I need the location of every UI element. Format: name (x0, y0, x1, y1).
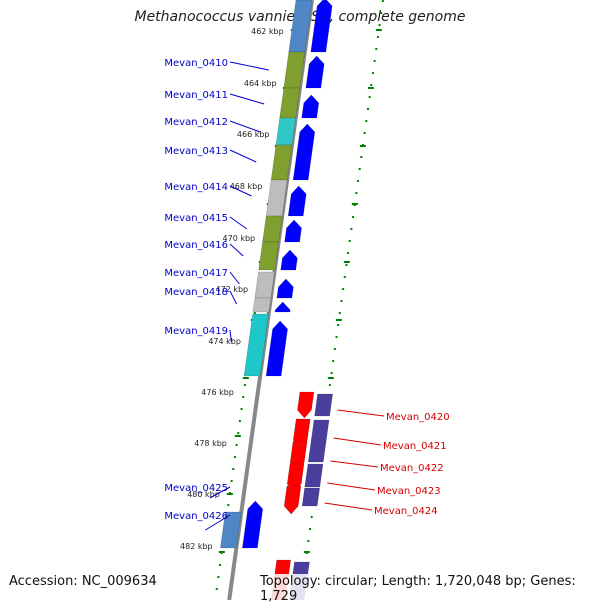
feature-blocks (220, 0, 332, 600)
forward-gene-label: Mevan_0419 (164, 326, 228, 337)
reverse-gene-arrow (284, 486, 301, 514)
forward-gene-label: Mevan_0414 (164, 182, 228, 193)
cog-color-block (263, 216, 283, 242)
forward-gene-label: Mevan_0426 (164, 511, 228, 522)
cog-color-block (255, 272, 275, 298)
forward-gene-leader (230, 217, 247, 229)
cog-color-block (276, 118, 296, 145)
accession-text: Accession: NC_009634 (9, 574, 157, 589)
reverse-gene-labels: Mevan_0420 Mevan_0421 Mevan_0422 Mevan_0423… (325, 410, 450, 517)
reverse-gene-label: Mevan_0421 (383, 441, 447, 452)
reverse-gene-leader (325, 503, 372, 510)
forward-gene-label: Mevan_0412 (164, 117, 228, 128)
forward-gene-arrow (293, 124, 315, 180)
forward-gene-label: Mevan_0417 (164, 268, 228, 279)
forward-gene-leader (230, 150, 256, 162)
kbp-label: 468 kbp (230, 182, 263, 191)
forward-gene-label: Mevan_0413 (164, 146, 228, 157)
reverse-gene-label: Mevan_0424 (374, 506, 438, 517)
kbp-label: 466 kbp (237, 130, 270, 139)
forward-gene-arrow (285, 220, 302, 242)
cog-color-block (253, 298, 271, 312)
reverse-cog-block (302, 488, 319, 506)
forward-gene-arrow (277, 279, 294, 298)
reverse-gene-leader (337, 410, 384, 416)
forward-gene-arrow (311, 0, 332, 52)
reverse-gene-leader (330, 461, 378, 467)
kbp-label: 478 kbp (194, 439, 227, 448)
reverse-gene-label: Mevan_0422 (380, 463, 444, 474)
forward-gene-arrow (275, 302, 290, 312)
forward-gene-arrow (266, 321, 287, 376)
forward-gene-label: Mevan_0411 (164, 90, 228, 101)
kbp-label: 476 kbp (201, 388, 234, 397)
reverse-cog-block (308, 420, 329, 462)
reverse-gene-arrow (297, 392, 313, 418)
reverse-gene-label: Mevan_0423 (377, 486, 441, 497)
forward-gene-labels: Mevan_0410 Mevan_0411 Mevan_0412 Mevan_0413… (164, 58, 269, 530)
forward-gene-leader (230, 62, 269, 70)
forward-gene-leader (230, 244, 243, 256)
reverse-cog-block (315, 394, 333, 416)
forward-gene-leader (230, 272, 239, 284)
forward-gene-arrow (242, 501, 262, 548)
reverse-gene-label: Mevan_0420 (386, 412, 450, 423)
forward-gene-arrow (288, 186, 306, 216)
forward-gene-arrow (302, 95, 319, 118)
reverse-gene-leader (334, 438, 381, 445)
reverse-cog-block (305, 464, 323, 487)
forward-gene-arrow (306, 56, 324, 88)
forward-gene-label: Mevan_0425 (164, 483, 228, 494)
kbp-label: 482 kbp (180, 542, 213, 551)
forward-gene-arrow (281, 250, 298, 270)
cog-color-block (289, 0, 312, 52)
kbp-label: 474 kbp (208, 337, 241, 346)
kbp-label: 464 kbp (244, 79, 277, 88)
forward-gene-leader (230, 94, 264, 104)
reverse-gene-leader (327, 483, 375, 490)
forward-gene-label: Mevan_0416 (164, 240, 228, 251)
kbp-label: 462 kbp (251, 27, 284, 36)
forward-gene-label: Mevan_0415 (164, 213, 228, 224)
forward-gene-label: Mevan_0418 (164, 287, 228, 298)
forward-gene-label: Mevan_0410 (164, 58, 228, 69)
